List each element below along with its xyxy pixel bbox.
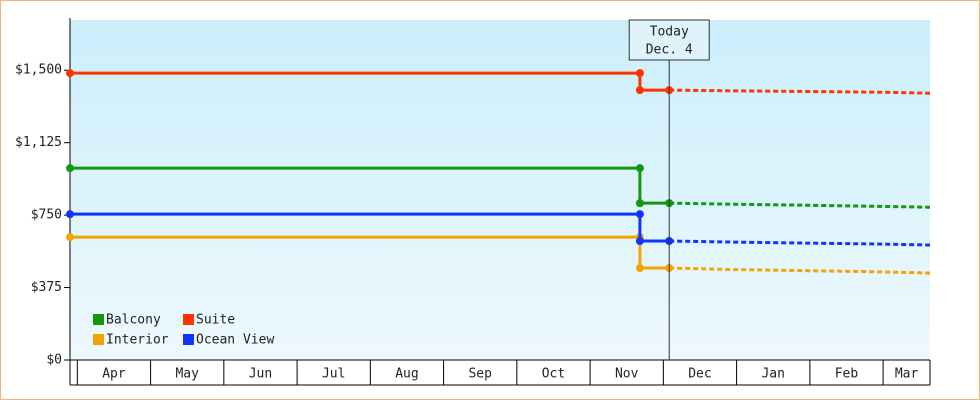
legend-swatch xyxy=(93,314,104,325)
legend-label: Balcony xyxy=(106,313,161,328)
price-point xyxy=(635,237,644,245)
x-tick-label: Jan xyxy=(761,367,784,382)
price-point xyxy=(635,86,644,95)
x-tick-label: Jul xyxy=(322,367,345,382)
price-point xyxy=(66,233,74,242)
legend-swatch xyxy=(183,314,194,325)
price-point xyxy=(635,264,644,273)
today-date: Dec. 4 xyxy=(646,43,693,58)
price-point xyxy=(66,69,74,78)
y-tick-label: $1,125 xyxy=(15,135,62,150)
forecast-line xyxy=(669,266,931,275)
price-line xyxy=(70,235,670,270)
price-point xyxy=(635,164,644,173)
x-tick-label: Dec xyxy=(688,367,711,382)
x-tick-label: Feb xyxy=(835,367,859,382)
price-point xyxy=(635,210,644,219)
today-label: Today xyxy=(650,25,689,40)
price-point xyxy=(635,199,644,208)
plot-area xyxy=(70,20,930,360)
x-tick-label: Oct xyxy=(542,367,565,382)
price-point xyxy=(66,164,74,173)
y-tick-label: $0 xyxy=(46,353,62,368)
x-tick-label: Mar xyxy=(895,367,919,382)
legend-swatch xyxy=(183,334,194,345)
forecast-line xyxy=(669,201,931,209)
price-point xyxy=(635,69,644,78)
price-line xyxy=(70,166,670,205)
price-line xyxy=(70,71,670,92)
y-tick-label: $375 xyxy=(31,280,62,295)
forecast-line xyxy=(669,239,931,247)
x-tick-label: May xyxy=(175,367,199,382)
x-tick-label: Sep xyxy=(468,367,492,382)
legend-label: Interior xyxy=(106,333,169,348)
forecast-line xyxy=(669,88,931,95)
y-tick-label: $1,500 xyxy=(15,63,62,78)
price-line xyxy=(70,212,670,243)
y-tick-label: $750 xyxy=(31,208,62,223)
x-tick-label: Jun xyxy=(249,367,272,382)
x-tick-label: Apr xyxy=(102,367,126,382)
legend-label: Suite xyxy=(196,313,235,328)
price-point xyxy=(66,210,74,219)
today-box xyxy=(628,19,710,61)
x-tick-label: Aug xyxy=(395,367,418,382)
legend-swatch xyxy=(93,334,104,345)
x-tick-label: Nov xyxy=(615,367,639,382)
legend-label: Ocean View xyxy=(196,333,274,348)
